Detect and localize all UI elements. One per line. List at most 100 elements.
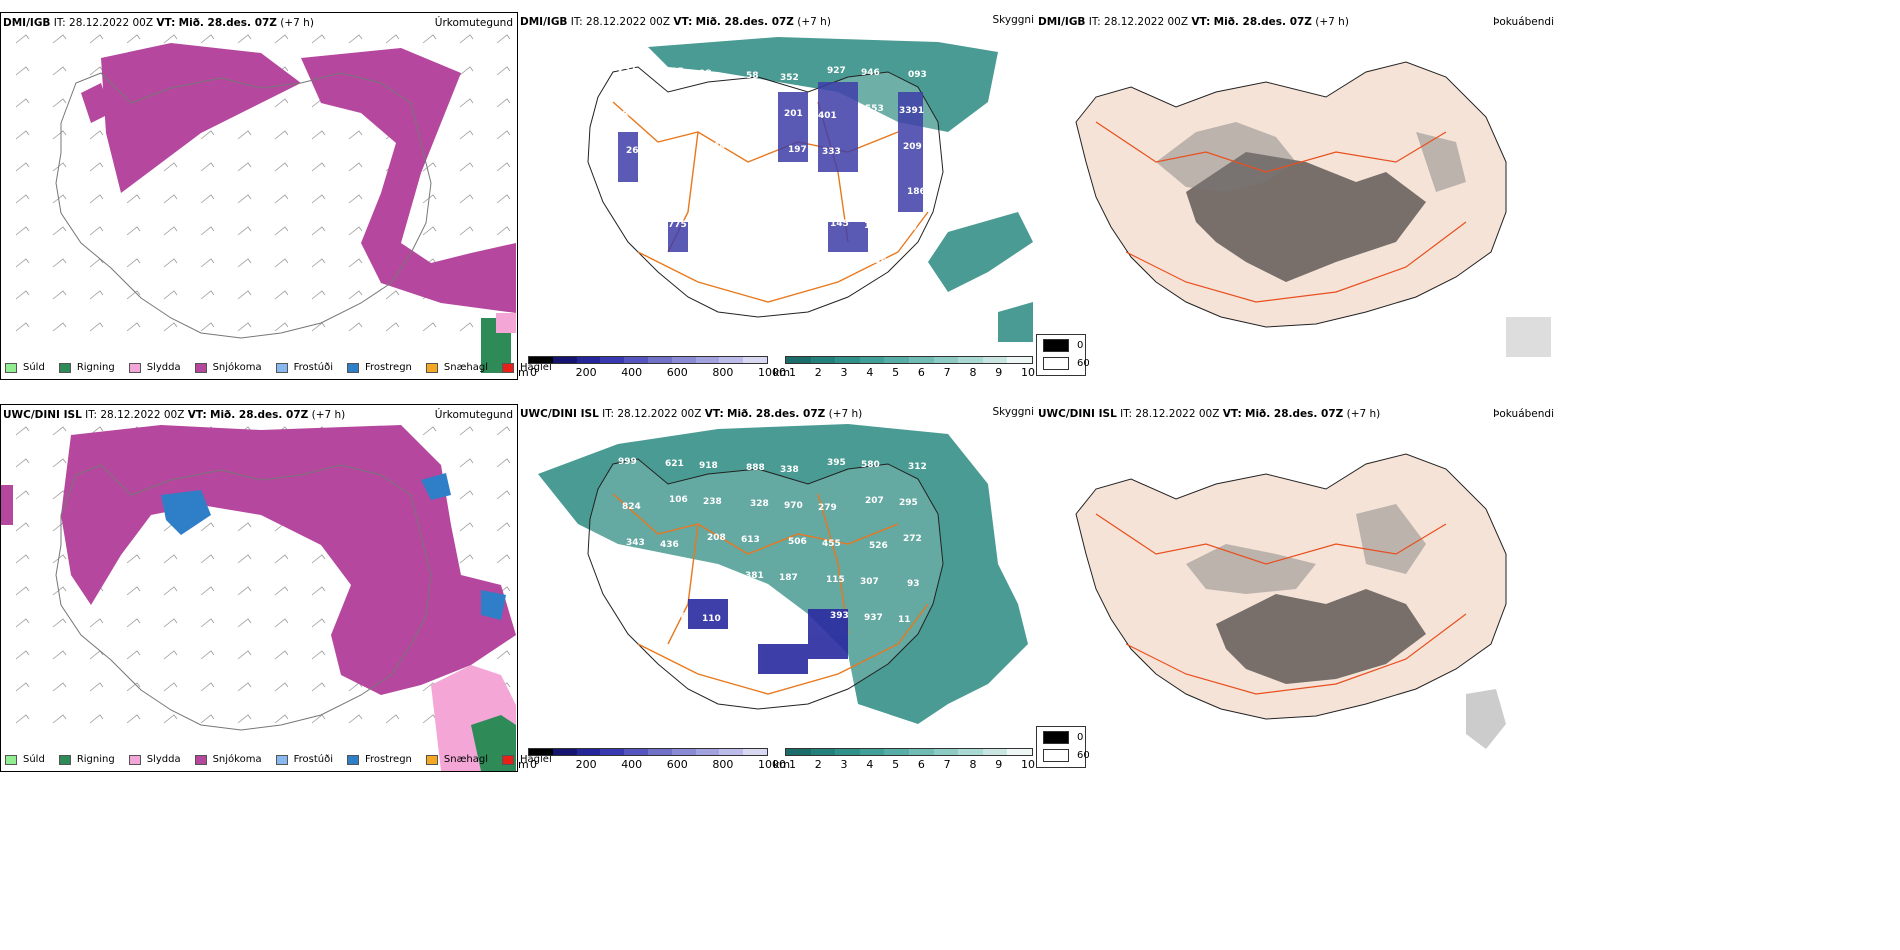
wind-barb xyxy=(89,322,104,332)
wind-barb xyxy=(200,226,215,236)
panel-header: DMI/IGB IT: 28.12.2022 00Z VT: Mið. 28.d… xyxy=(1038,16,1349,28)
wind-barb xyxy=(15,618,30,628)
cloud-base-value: 336 xyxy=(668,612,687,622)
valid-time: Mið. 28.des. 07Z xyxy=(1213,16,1312,28)
colorbar-tick: 9 xyxy=(995,758,1003,771)
wind-barb xyxy=(385,290,400,300)
colorbar-tick: 600 xyxy=(666,758,688,771)
cloud-base-value: 393 xyxy=(830,611,849,621)
fog-index-panel-bottom: UWC/DINI ISL IT: 28.12.2022 00Z VT: Mið.… xyxy=(1036,404,1554,774)
cloud-base-value: 231 xyxy=(618,65,637,75)
cloud-base-value: 187 xyxy=(779,573,798,583)
cloud-base-value: 272 xyxy=(903,534,922,544)
cloud-base-value: 927 xyxy=(827,66,846,76)
cloud-base-value: 579 xyxy=(698,186,717,196)
colorbar-tick: 8 xyxy=(969,366,977,379)
wind-barb xyxy=(200,650,215,660)
colorbar-tick: 7 xyxy=(943,366,951,379)
wind-barb xyxy=(459,458,474,468)
road-network xyxy=(612,101,929,303)
wind-barb xyxy=(422,226,437,236)
colorbar-tick: 400 xyxy=(621,758,643,771)
panel-header: UWC/DINI ISL IT: 28.12.2022 00Z VT: Mið.… xyxy=(1038,408,1380,420)
wind-barb xyxy=(311,290,326,300)
wind-barb xyxy=(52,322,67,332)
iceland-outline xyxy=(587,458,944,710)
wind-barb xyxy=(237,554,252,564)
cloud-base-value: 3391 xyxy=(899,106,924,116)
cloud-base-value: 186 xyxy=(907,187,926,197)
cloud-base-value: 148 xyxy=(741,143,760,153)
legend-item: Snæhagl xyxy=(425,754,488,765)
colorbar-tick: 6 xyxy=(917,758,925,771)
wind-barb xyxy=(89,194,104,204)
sleet-patch xyxy=(496,313,516,333)
wind-barb xyxy=(15,650,30,660)
iceland-outline xyxy=(55,464,432,731)
legend-item: Slydda xyxy=(128,754,181,765)
legend-label: Haglél xyxy=(520,754,552,765)
wind-barb xyxy=(52,682,67,692)
cloud-base-value: 19 xyxy=(621,218,634,228)
wind-barb xyxy=(52,130,67,140)
wind-barb xyxy=(15,714,30,724)
cloud-base-value: 266 xyxy=(869,149,888,159)
cloud-base-value: 999 xyxy=(618,457,637,467)
cloud-base-labels: 231 195 98 58 352 927 946 093 845 282 1631 107 201 40… xyxy=(618,65,927,273)
panel-header: DMI/IGB IT: 28.12.2022 00Z VT: Mið. 28.d… xyxy=(3,17,314,29)
colorbar-tick: 2 xyxy=(814,758,822,771)
it-label: IT: xyxy=(602,408,615,420)
model-name: UWC/DINI ISL xyxy=(1038,408,1117,420)
colorbar-tick: 6 xyxy=(917,366,925,379)
wind-barb xyxy=(348,714,363,724)
colorbar-tick: 5 xyxy=(892,366,900,379)
colorbar-tick: 200 xyxy=(575,366,597,379)
wind-barb xyxy=(237,650,252,660)
wind-barb xyxy=(15,426,30,436)
valid-time: Mið. 28.des. 07Z xyxy=(695,16,794,28)
cloud-base-value: 621 xyxy=(665,459,684,469)
wind-barb xyxy=(163,322,178,332)
wind-barb xyxy=(52,714,67,724)
legend-item: Haglél xyxy=(502,362,552,373)
colorbar-tick: 0 xyxy=(530,758,537,771)
wind-barb xyxy=(237,322,252,332)
model-name: DMI/IGB xyxy=(520,16,568,28)
legend-swatch xyxy=(347,362,359,373)
legend-swatch xyxy=(502,362,515,373)
wind-barb xyxy=(52,618,67,628)
wind-barb xyxy=(163,682,178,692)
legend-label: Frostregn xyxy=(365,362,412,373)
wind-barb xyxy=(496,98,511,108)
valid-time: Mið. 28.des. 07Z xyxy=(178,17,277,29)
iceland-outline xyxy=(587,66,944,318)
fog-key-label-60: 60 xyxy=(1077,358,1090,369)
precip-type-panel-bottom: UWC/DINI ISL IT: 28.12.2022 00Z VT: Mið.… xyxy=(0,404,552,772)
wind-barb xyxy=(163,714,178,724)
wind-barb xyxy=(163,586,178,596)
wind-barb xyxy=(496,522,511,532)
wind-barb xyxy=(496,162,511,172)
wind-barb xyxy=(237,258,252,268)
precip-map-bottom xyxy=(1,425,516,771)
wind-barb xyxy=(89,290,104,300)
wind-barb xyxy=(52,194,67,204)
wind-barb xyxy=(15,522,30,532)
wind-barb xyxy=(52,554,67,564)
cloud-base-patches xyxy=(688,599,848,674)
cloud-base-value: 613 xyxy=(741,535,760,545)
colorbar-tick: 400 xyxy=(621,366,643,379)
legend-swatch xyxy=(58,362,71,373)
wind-barb xyxy=(163,290,178,300)
legend-swatch xyxy=(5,362,17,373)
wind-barb xyxy=(126,290,141,300)
vt-label: VT: xyxy=(156,17,176,29)
legend-item: Frostúði xyxy=(275,362,333,373)
wind-barb xyxy=(348,290,363,300)
cloud-base-bar xyxy=(528,748,768,756)
valid-time: Mið. 28.des. 07Z xyxy=(210,409,309,421)
wind-barb xyxy=(385,714,400,724)
panel-title: Úrkomutegund xyxy=(434,409,513,421)
cloud-base-value: 110 xyxy=(702,614,721,624)
cloud-base-value: 937 xyxy=(864,613,883,623)
